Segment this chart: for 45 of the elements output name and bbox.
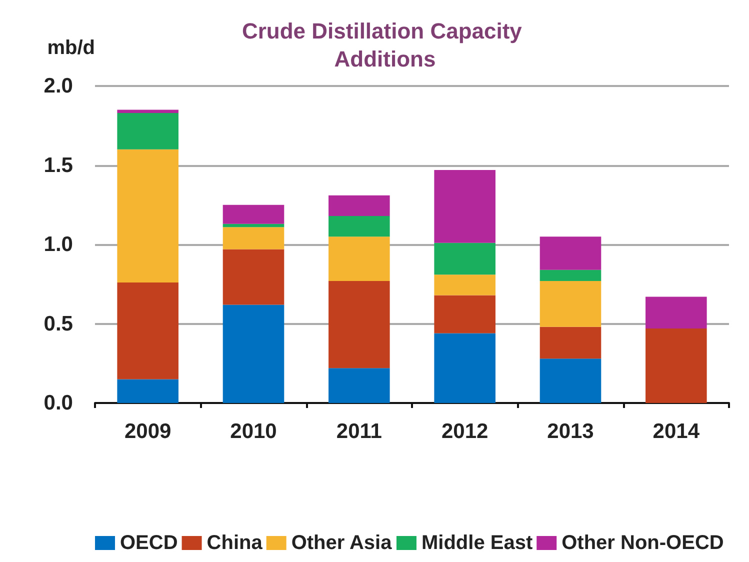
bar [540, 280, 602, 327]
bar [540, 358, 602, 403]
y-axis-title: mb/d [47, 37, 95, 59]
bar [540, 270, 602, 281]
bar [434, 295, 496, 334]
x-tick-label: 2014 [652, 420, 700, 443]
bar [434, 333, 496, 403]
legend-label: Middle East [421, 532, 533, 554]
bar [117, 112, 178, 150]
bar [117, 379, 178, 403]
bar [222, 304, 284, 403]
y-tick-label: 0.0 [44, 392, 73, 414]
bar [646, 296, 707, 329]
bar [222, 204, 284, 224]
x-tick-label: 2009 [124, 420, 172, 443]
bar [540, 236, 602, 270]
bar [646, 328, 707, 403]
bar [222, 227, 284, 250]
legend-label: Other Non-OECD [562, 532, 724, 554]
bar [434, 274, 496, 296]
y-tick-label: 1.0 [44, 233, 73, 256]
y-tick-label: 0.5 [44, 312, 74, 336]
bar [328, 280, 390, 368]
x-tick-label: 2010 [230, 420, 277, 443]
bar [434, 170, 496, 243]
legend-label: OECD [120, 532, 178, 554]
bar [434, 242, 496, 275]
bar [328, 236, 390, 281]
y-tick-label: 2.0 [44, 74, 73, 98]
bar [222, 249, 284, 305]
bar [328, 368, 390, 403]
x-tick-label: 2011 [336, 420, 382, 443]
legend-label: Other Asia [291, 532, 393, 554]
x-tick-label: 2012 [441, 420, 488, 443]
x-tick-label: 2013 [547, 420, 594, 443]
bar [117, 110, 178, 113]
bar [117, 149, 178, 283]
bar [328, 195, 390, 216]
bar [540, 326, 602, 359]
chart-title: Crude Distillation Capacity Additions [242, 18, 528, 72]
bar [117, 282, 178, 380]
y-tick-label: 1.5 [44, 154, 74, 177]
bar [222, 224, 284, 228]
bar [328, 216, 390, 237]
legend-label: China [206, 532, 264, 554]
